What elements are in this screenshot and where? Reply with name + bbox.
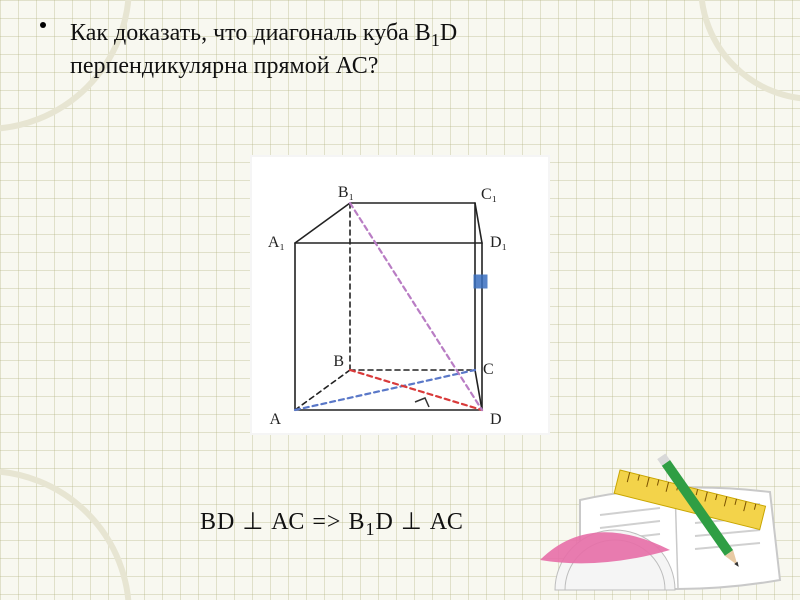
svg-text:B₁: B₁ — [338, 184, 354, 201]
question-text: Как доказать, что диагональ куба В1D пер… — [70, 18, 630, 81]
q-line1b: D — [440, 20, 457, 46]
bullet-icon — [40, 22, 46, 28]
svg-text:A₁: A₁ — [268, 234, 285, 251]
eq-p4: АС — [423, 509, 464, 535]
svg-text:В: В — [333, 353, 344, 370]
svg-text:C₁: C₁ — [481, 186, 497, 203]
q-line1: Как доказать, что диагональ куба В — [70, 20, 431, 46]
q-line2: перпендикулярна прямой АС? — [70, 53, 378, 79]
cube-figure: A В С D A₁ B₁ C₁ D₁ — [250, 155, 550, 435]
perp-icon: ⊥ — [242, 509, 264, 535]
equation: ВD ⊥ АС => В1D ⊥ АС — [200, 507, 464, 540]
eq-sub: 1 — [365, 519, 375, 539]
eq-p1: ВD — [200, 509, 235, 535]
svg-text:A: A — [269, 411, 281, 428]
eq-p3: D — [375, 509, 400, 535]
stationery-icon — [520, 430, 800, 600]
q-sub1: 1 — [431, 30, 440, 50]
cube-svg: A В С D A₁ B₁ C₁ D₁ — [250, 155, 550, 435]
eq-p2: АС => В — [271, 509, 365, 535]
svg-text:D₁: D₁ — [490, 234, 507, 251]
svg-text:С: С — [483, 361, 494, 378]
slide: Как доказать, что диагональ куба В1D пер… — [0, 0, 800, 600]
perp-icon: ⊥ — [401, 509, 423, 535]
svg-text:D: D — [490, 411, 502, 428]
